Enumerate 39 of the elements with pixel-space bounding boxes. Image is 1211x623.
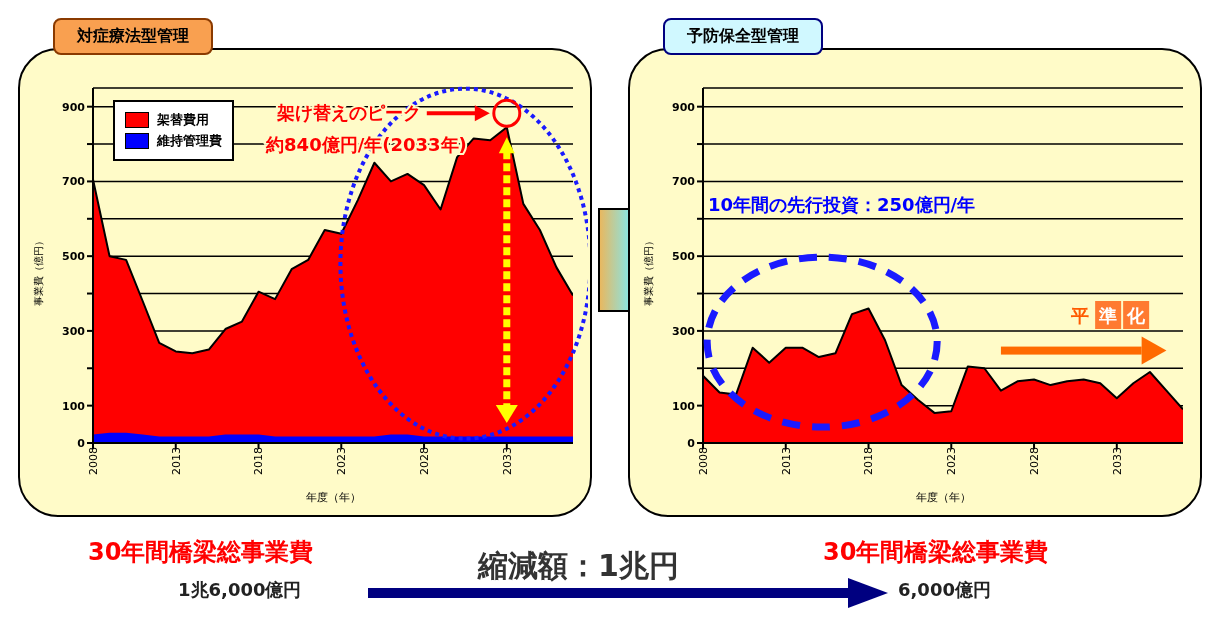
x-tick-label: 2028 bbox=[417, 447, 431, 475]
x-tick-label: 2018 bbox=[252, 447, 266, 475]
x-axis-title: 年度（年） bbox=[305, 491, 361, 504]
y-tick-label: 500 bbox=[672, 250, 696, 264]
y-tick-label: 900 bbox=[672, 100, 696, 114]
x-tick-label: 2033 bbox=[500, 447, 514, 475]
text: 30年間橋梁総事業費 bbox=[88, 537, 314, 568]
annotation: 10年間の先行投資：250億円/年 bbox=[708, 194, 976, 216]
legend-label: 架替費用 bbox=[157, 111, 209, 129]
annotation: 平準化 bbox=[1070, 305, 1147, 326]
y-tick-label: 900 bbox=[62, 100, 86, 114]
y-tick-label: 100 bbox=[62, 399, 86, 413]
y-tick-label: 300 bbox=[62, 324, 86, 338]
x-tick-label: 2008 bbox=[86, 447, 100, 475]
x-tick-label: 2033 bbox=[1110, 447, 1124, 475]
x-tick-label: 2008 bbox=[696, 447, 710, 475]
x-tick-label: 2013 bbox=[169, 447, 183, 475]
x-tick-label: 2023 bbox=[335, 447, 349, 475]
text: 縮減額：1兆円 bbox=[478, 547, 679, 585]
text: 1兆6,000億円 bbox=[178, 578, 302, 602]
y-tick-label: 100 bbox=[672, 399, 696, 413]
x-tick-label: 2023 bbox=[945, 447, 959, 475]
y-tick-label: 700 bbox=[672, 175, 696, 189]
y-tick-label: 0 bbox=[687, 436, 696, 450]
y-axis-title: 事業費（億円） bbox=[32, 235, 44, 306]
legend-label: 維持管理費 bbox=[157, 132, 222, 150]
text: 30年間橋梁総事業費 bbox=[823, 537, 1049, 568]
x-tick-label: 2013 bbox=[779, 447, 793, 475]
x-tick-label: 2018 bbox=[862, 447, 876, 475]
y-tick-label: 500 bbox=[62, 250, 86, 264]
chart-title: 予防保全型管理 bbox=[663, 18, 823, 55]
y-tick-label: 0 bbox=[77, 436, 86, 450]
x-tick-label: 2028 bbox=[1027, 447, 1041, 475]
text: 6,000億円 bbox=[898, 578, 991, 602]
chart-title: 対症療法型管理 bbox=[53, 18, 213, 55]
x-axis-title: 年度（年） bbox=[915, 491, 971, 504]
y-axis-title: 事業費（億円） bbox=[642, 235, 654, 306]
y-tick-label: 300 bbox=[672, 324, 696, 338]
y-tick-label: 700 bbox=[62, 175, 86, 189]
